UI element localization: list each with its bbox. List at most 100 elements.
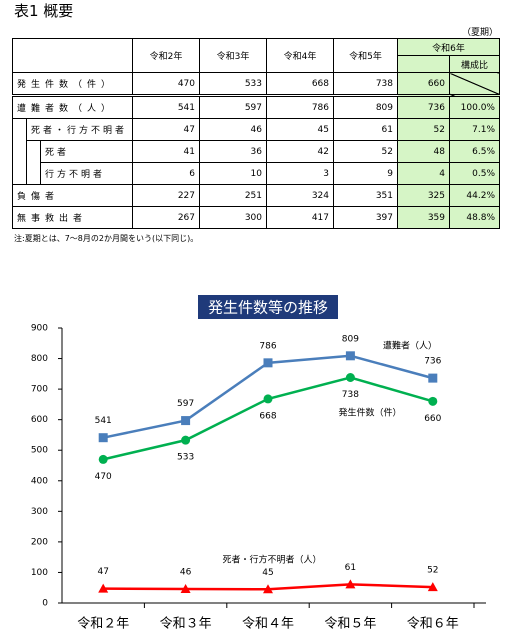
table-cell: 死者 xyxy=(40,140,133,163)
data-label: 738 xyxy=(342,390,359,400)
table-cell: 470 xyxy=(132,72,200,96)
table-cell: 44.2% xyxy=(449,184,500,207)
marker xyxy=(263,394,273,404)
table-cell: 397 xyxy=(333,206,398,229)
data-label: 61 xyxy=(345,563,356,573)
table-cell: 令和6年 xyxy=(397,38,500,56)
table-cell: 負傷者 xyxy=(12,184,133,207)
table-cell: 6.5% xyxy=(449,140,500,163)
y-tick-label: 900 xyxy=(31,324,48,334)
y-tick-label: 400 xyxy=(31,476,48,486)
x-tick-label: 令和６年 xyxy=(407,617,459,632)
y-tick-label: 200 xyxy=(31,537,48,547)
table-cell: 令和5年 xyxy=(333,38,398,73)
marker xyxy=(428,373,438,383)
table-cell: 遭難者数（人） xyxy=(12,95,133,119)
table-cell: 533 xyxy=(199,72,267,96)
x-tick-label: 令和５年 xyxy=(324,617,376,632)
summary-table: 令和2年 令和3年 令和4年 令和5年 令和6年 構成比 発生件数（件） 470 533 668 7… xyxy=(12,38,500,229)
table-cell: 61 xyxy=(333,118,398,141)
table-cell: 300 xyxy=(199,206,267,229)
table-cell: 325 xyxy=(397,184,450,207)
series-name: 死者・行方不明者（人） xyxy=(222,554,321,566)
table-cell: 668 xyxy=(266,72,334,96)
table-cell: 3 xyxy=(266,162,334,185)
table-cell: 227 xyxy=(132,184,200,207)
table-cell: 6 xyxy=(132,162,200,185)
marker xyxy=(181,435,191,445)
table-cell: 発生件数（件） xyxy=(12,72,133,96)
data-label: 533 xyxy=(177,453,194,463)
table-cell: 251 xyxy=(199,184,267,207)
x-tick-label: 令和４年 xyxy=(242,617,294,632)
table-cell: 無事救出者 xyxy=(12,206,133,229)
table-cell: 541 xyxy=(132,95,200,119)
table-cell: 令和2年 xyxy=(132,38,200,73)
data-label: 541 xyxy=(95,416,112,426)
y-tick-label: 500 xyxy=(31,446,48,456)
data-label: 45 xyxy=(262,568,273,578)
y-tick-label: 700 xyxy=(31,385,48,395)
table-cell: 10 xyxy=(199,162,267,185)
table-cell: 809 xyxy=(333,95,398,119)
series-name: 遭難者（人） xyxy=(383,340,437,352)
table-cell: 47 xyxy=(132,118,200,141)
y-tick-label: 100 xyxy=(31,568,48,578)
table-cell: 48.8% xyxy=(449,206,500,229)
table-cell xyxy=(12,118,27,141)
marker xyxy=(98,433,108,443)
data-label: 52 xyxy=(427,566,438,576)
marker xyxy=(345,351,355,361)
chart: 発生件数等の推移 0 100 200 300 400 500 600 700 800 900 令和２年… xyxy=(31,295,486,632)
chart-title: 発生件数等の推移 xyxy=(208,299,328,317)
table-cell: 構成比 xyxy=(449,55,500,73)
x-tick-label: 令和２年 xyxy=(77,617,129,632)
table-cell: 324 xyxy=(266,184,334,207)
table-cell: 行方不明者 xyxy=(40,162,133,185)
table-cell xyxy=(397,55,450,73)
table-cell: 令和4年 xyxy=(266,38,334,73)
table-cell: 42 xyxy=(266,140,334,163)
marker xyxy=(181,416,191,426)
table-cell: 36 xyxy=(199,140,267,163)
table-cell: 52 xyxy=(397,118,450,141)
table-cell: 48 xyxy=(397,140,450,163)
table-cell: 4 xyxy=(397,162,450,185)
table-cell: 46 xyxy=(199,118,267,141)
table-cell: 41 xyxy=(132,140,200,163)
marker xyxy=(263,358,273,368)
table-cell xyxy=(12,38,133,73)
data-label: 597 xyxy=(177,399,194,409)
table-cell: 660 xyxy=(397,72,450,96)
data-label: 736 xyxy=(424,357,441,367)
marker xyxy=(263,584,273,594)
table-cell xyxy=(12,162,27,185)
table-cell: 令和3年 xyxy=(199,38,267,73)
table-cell: 597 xyxy=(199,95,267,119)
table-cell: 9 xyxy=(333,162,398,185)
y-tick-label: 800 xyxy=(31,354,48,364)
y-tick-label: 0 xyxy=(42,599,48,609)
table-cell: 死者・行方不明者 xyxy=(26,118,133,141)
marker xyxy=(345,579,356,589)
table-cell: 738 xyxy=(333,72,398,96)
table-cell: 417 xyxy=(266,206,334,229)
table-cell: 351 xyxy=(333,184,398,207)
marker xyxy=(427,582,438,592)
table-cell: 736 xyxy=(397,95,450,119)
series-name: 発生件数（件） xyxy=(338,407,401,419)
data-label: 660 xyxy=(424,414,441,424)
data-label: 46 xyxy=(180,567,192,577)
data-label: 470 xyxy=(95,472,112,482)
data-label: 786 xyxy=(259,341,276,351)
y-tick-label: 300 xyxy=(31,507,48,517)
marker xyxy=(98,454,108,464)
title-box xyxy=(198,295,338,319)
unit: （夏期） xyxy=(461,28,498,38)
table-cell: 7.1% xyxy=(449,118,500,141)
table-cell xyxy=(26,162,41,185)
marker xyxy=(345,373,355,382)
marker xyxy=(428,396,438,406)
table-cell xyxy=(449,72,500,96)
